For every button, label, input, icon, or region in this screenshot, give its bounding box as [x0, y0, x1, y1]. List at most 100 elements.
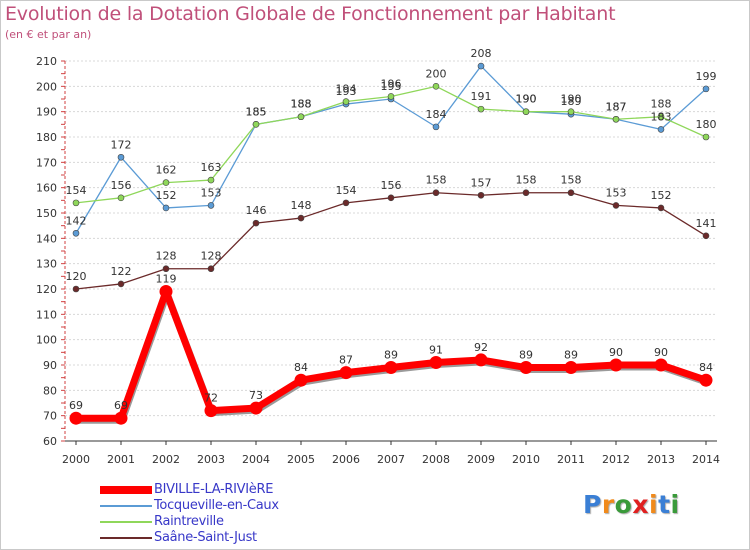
- data-point: [117, 280, 125, 288]
- data-label: 89: [564, 349, 578, 362]
- y-tick-label: 70: [43, 410, 57, 423]
- plot-area: [65, 61, 717, 441]
- data-point: [342, 98, 350, 105]
- x-tick-label: 2014: [692, 453, 720, 466]
- data-point: [612, 202, 620, 209]
- data-label: 154: [336, 184, 357, 197]
- data-label: 183: [651, 110, 672, 123]
- data-point: [429, 355, 443, 369]
- data-point: [432, 83, 440, 90]
- data-label: 195: [381, 80, 402, 93]
- data-point: [72, 199, 80, 207]
- data-point: [207, 176, 215, 184]
- y-tick-label: 170: [36, 156, 57, 169]
- logo-letter: P: [583, 490, 602, 519]
- data-label: 196: [381, 77, 402, 90]
- data-label: 187: [606, 100, 627, 113]
- x-tick-label: 2007: [377, 453, 405, 466]
- data-point: [657, 113, 665, 121]
- logo-letter: i: [670, 490, 680, 519]
- y-tick-label: 210: [36, 55, 57, 68]
- data-point: [117, 194, 125, 202]
- x-tick-label: 2008: [422, 453, 450, 466]
- legend-swatch: [100, 521, 152, 523]
- data-point: [294, 373, 308, 387]
- data-label: 189: [561, 95, 582, 108]
- data-point: [207, 202, 215, 209]
- data-point: [657, 204, 665, 212]
- x-tick-label: 2013: [647, 453, 675, 466]
- data-label: 153: [606, 186, 627, 199]
- data-point: [654, 358, 668, 372]
- chart-subtitle: (en € et par an): [5, 28, 92, 41]
- data-label: 199: [696, 70, 717, 83]
- data-label: 84: [699, 361, 713, 374]
- data-label: 190: [561, 93, 582, 106]
- data-point: [72, 285, 80, 293]
- data-label: 180: [696, 118, 717, 131]
- data-point: [567, 189, 575, 197]
- data-label: 152: [156, 189, 177, 202]
- data-point: [339, 366, 353, 380]
- data-point: [72, 229, 80, 237]
- data-point: [432, 123, 440, 131]
- data-label: 191: [471, 90, 492, 103]
- data-point: [384, 361, 398, 375]
- x-tick-label: 2003: [197, 453, 225, 466]
- data-point: [519, 361, 533, 375]
- data-label: 141: [696, 217, 717, 230]
- data-point: [657, 126, 665, 133]
- x-tick-label: 2006: [332, 453, 360, 466]
- data-point: [477, 191, 485, 199]
- y-tick-label: 120: [36, 283, 57, 296]
- data-label: 187: [606, 100, 627, 113]
- data-point: [477, 105, 485, 113]
- data-label: 190: [516, 93, 537, 106]
- data-label: 142: [66, 214, 87, 227]
- data-point: [162, 265, 170, 273]
- y-tick-label: 80: [43, 384, 57, 397]
- data-label: 154: [66, 184, 87, 197]
- data-point: [702, 232, 710, 240]
- data-point: [567, 108, 575, 115]
- data-label: 185: [246, 105, 267, 118]
- data-label: 157: [471, 176, 492, 189]
- y-tick-label: 140: [36, 232, 57, 245]
- legend-swatch: [100, 486, 152, 494]
- data-label: 158: [561, 174, 582, 187]
- x-tick-label: 2005: [287, 453, 315, 466]
- data-point: [564, 361, 578, 375]
- y-tick-label: 160: [36, 182, 57, 195]
- data-point: [162, 179, 170, 186]
- data-point: [612, 115, 620, 123]
- data-point: [474, 353, 488, 367]
- data-label: 156: [381, 179, 402, 192]
- data-label: 156: [111, 179, 132, 192]
- data-label: 128: [201, 250, 222, 263]
- x-tick-label: 2002: [152, 453, 180, 466]
- y-tick-label: 200: [36, 80, 57, 93]
- data-label: 84: [294, 361, 308, 374]
- data-point: [249, 401, 263, 415]
- data-point: [432, 189, 440, 197]
- data-label: 188: [291, 98, 312, 111]
- x-tick-label: 2000: [62, 453, 90, 466]
- data-point: [342, 199, 350, 207]
- data-label: 69: [69, 399, 83, 412]
- data-label: 92: [474, 341, 488, 354]
- data-point: [699, 373, 713, 387]
- legend-label: Tocqueville-en-Caux: [154, 498, 279, 513]
- y-tick-label: 60: [43, 435, 57, 448]
- data-label: 73: [249, 389, 263, 402]
- y-tick-label: 110: [36, 308, 57, 321]
- data-label: 190: [516, 93, 537, 106]
- data-point: [159, 285, 173, 299]
- x-tick-label: 2010: [512, 453, 540, 466]
- data-label: 128: [156, 250, 177, 263]
- x-tick-label: 2001: [107, 453, 135, 466]
- data-point: [609, 358, 623, 372]
- data-label: 148: [291, 199, 312, 212]
- data-label: 91: [429, 343, 443, 356]
- data-point: [114, 411, 128, 425]
